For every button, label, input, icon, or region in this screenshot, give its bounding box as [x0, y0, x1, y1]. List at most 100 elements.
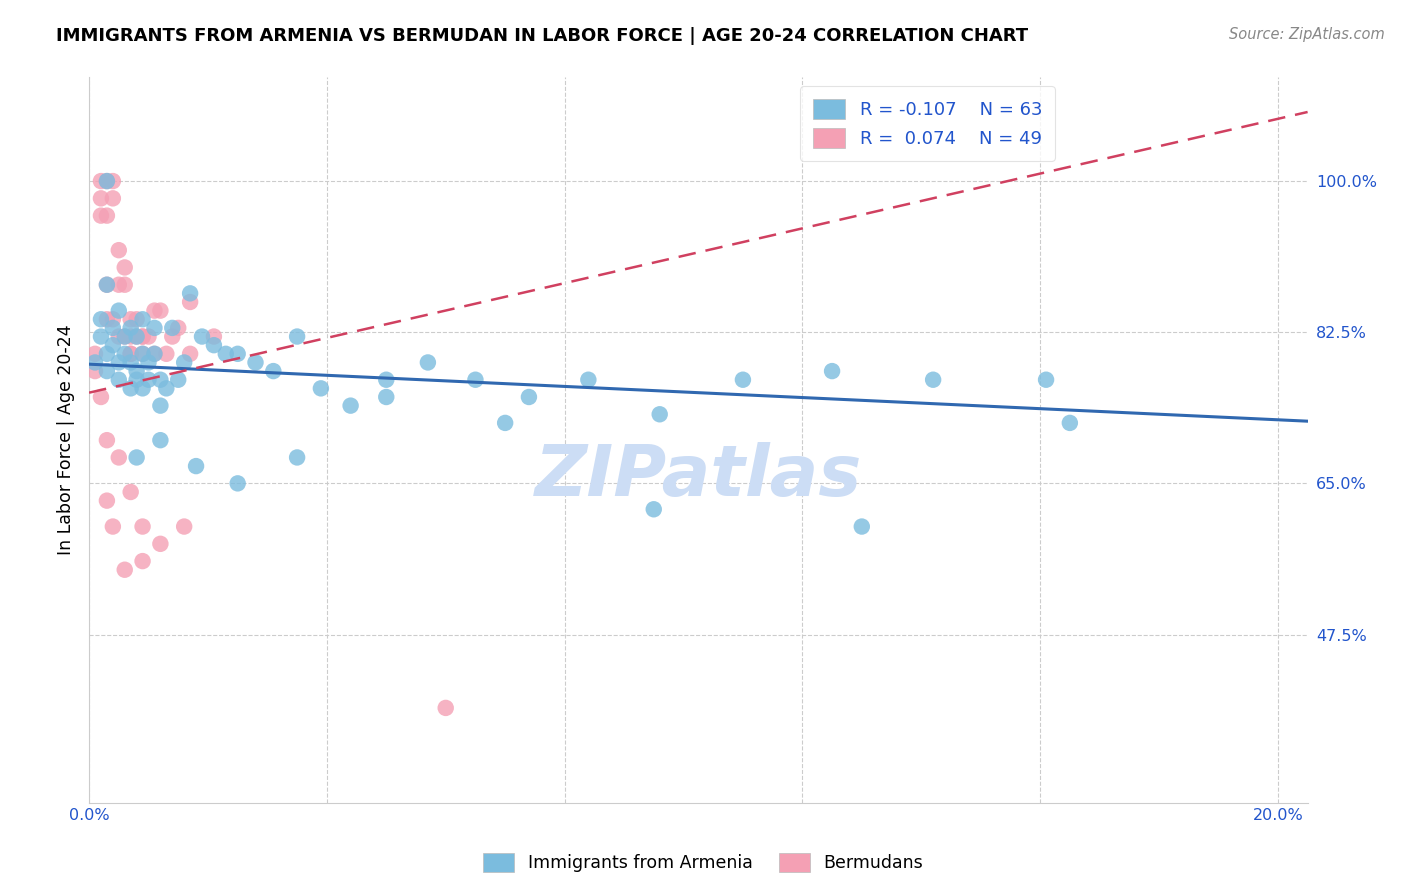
Point: [114, 260, 136, 275]
Point: [131, 312, 153, 326]
Point: [1035, 373, 1057, 387]
Point: [179, 347, 201, 361]
Point: [184, 459, 207, 474]
Point: [143, 321, 166, 335]
Point: [96, 347, 118, 361]
Point: [131, 329, 153, 343]
Point: [155, 381, 177, 395]
Point: [120, 312, 142, 326]
Point: [179, 286, 201, 301]
Point: [191, 329, 214, 343]
Point: [149, 373, 172, 387]
Text: Source: ZipAtlas.com: Source: ZipAtlas.com: [1229, 27, 1385, 42]
Point: [245, 355, 267, 369]
Point: [138, 355, 160, 369]
Point: [517, 390, 540, 404]
Point: [107, 303, 129, 318]
Point: [114, 347, 136, 361]
Point: [464, 373, 486, 387]
Point: [143, 347, 166, 361]
Point: [851, 519, 873, 533]
Point: [149, 399, 172, 413]
Point: [101, 338, 124, 352]
Point: [125, 364, 148, 378]
Point: [90, 191, 112, 205]
Point: [120, 355, 142, 369]
Point: [262, 364, 284, 378]
Point: [120, 347, 142, 361]
Point: [101, 312, 124, 326]
Point: [90, 390, 112, 404]
Point: [114, 329, 136, 343]
Point: [120, 381, 142, 395]
Point: [648, 407, 671, 421]
Point: [96, 364, 118, 378]
Y-axis label: In Labor Force | Age 20-24: In Labor Force | Age 20-24: [58, 325, 75, 556]
Point: [494, 416, 516, 430]
Point: [285, 450, 308, 465]
Point: [149, 433, 172, 447]
Point: [107, 373, 129, 387]
Point: [434, 701, 457, 715]
Point: [125, 450, 148, 465]
Point: [107, 277, 129, 292]
Point: [131, 554, 153, 568]
Point: [922, 373, 945, 387]
Point: [120, 329, 142, 343]
Point: [155, 347, 177, 361]
Point: [131, 329, 153, 343]
Point: [114, 563, 136, 577]
Point: [149, 303, 172, 318]
Point: [131, 519, 153, 533]
Point: [138, 329, 160, 343]
Point: [731, 373, 754, 387]
Point: [96, 209, 118, 223]
Point: [173, 519, 195, 533]
Point: [84, 355, 107, 369]
Text: IMMIGRANTS FROM ARMENIA VS BERMUDAN IN LABOR FORCE | AGE 20-24 CORRELATION CHART: IMMIGRANTS FROM ARMENIA VS BERMUDAN IN L…: [56, 27, 1028, 45]
Legend: Immigrants from Armenia, Bermudans: Immigrants from Armenia, Bermudans: [475, 846, 931, 879]
Point: [131, 347, 153, 361]
Point: [285, 329, 308, 343]
Point: [149, 537, 172, 551]
Point: [101, 191, 124, 205]
Point: [416, 355, 439, 369]
Point: [339, 399, 361, 413]
Point: [90, 312, 112, 326]
Point: [215, 347, 238, 361]
Point: [101, 519, 124, 533]
Point: [131, 381, 153, 395]
Point: [821, 364, 844, 378]
Point: [96, 312, 118, 326]
Point: [84, 347, 107, 361]
Point: [120, 485, 142, 500]
Point: [167, 373, 190, 387]
Point: [107, 329, 129, 343]
Point: [96, 174, 118, 188]
Point: [143, 303, 166, 318]
Point: [107, 450, 129, 465]
Point: [96, 433, 118, 447]
Point: [101, 321, 124, 335]
Point: [576, 373, 599, 387]
Point: [90, 174, 112, 188]
Point: [90, 209, 112, 223]
Point: [131, 347, 153, 361]
Point: [179, 295, 201, 310]
Point: [375, 390, 398, 404]
Point: [125, 312, 148, 326]
Point: [202, 338, 225, 352]
Point: [96, 277, 118, 292]
Point: [125, 329, 148, 343]
Point: [96, 277, 118, 292]
Text: ZIPatlas: ZIPatlas: [534, 442, 862, 511]
Point: [226, 347, 249, 361]
Point: [120, 347, 142, 361]
Point: [167, 321, 190, 335]
Point: [114, 277, 136, 292]
Point: [375, 373, 398, 387]
Point: [226, 476, 249, 491]
Point: [143, 347, 166, 361]
Point: [125, 373, 148, 387]
Point: [107, 355, 129, 369]
